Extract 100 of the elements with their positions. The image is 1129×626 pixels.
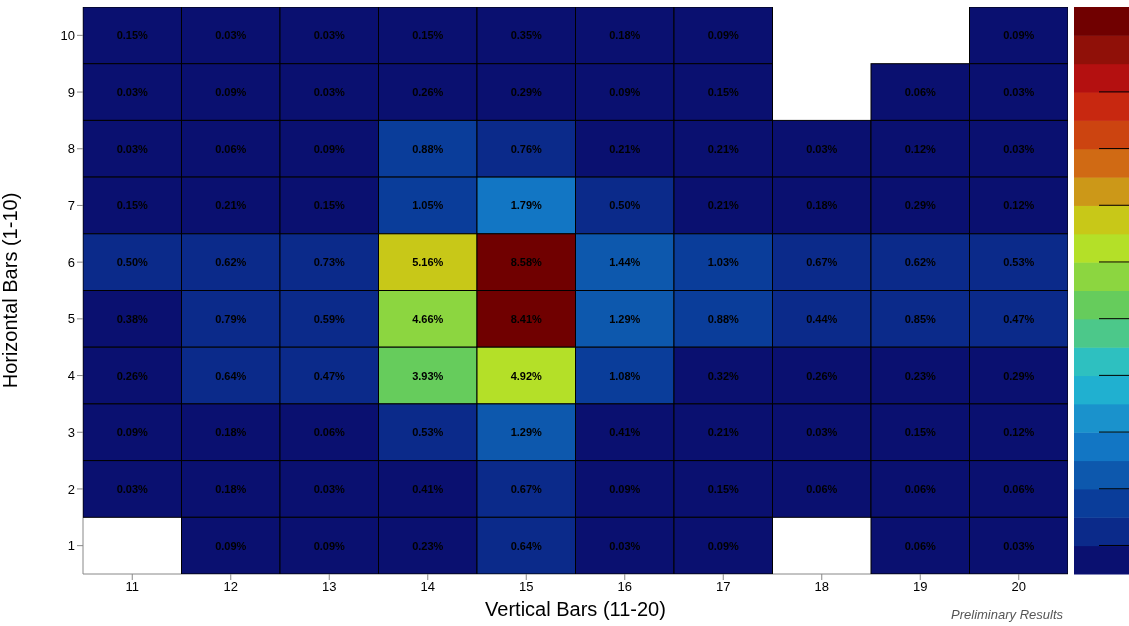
data-label: 0.62% xyxy=(904,256,937,269)
y-tick-label: 5 xyxy=(67,311,75,327)
x-tick-label: 17 xyxy=(716,579,731,595)
data-label: 0.03% xyxy=(609,539,641,552)
y-tick-label: 7 xyxy=(67,198,75,214)
data-label: 0.03% xyxy=(1003,86,1035,99)
data-label: 0.03% xyxy=(313,86,346,99)
data-label: 0.12% xyxy=(1003,199,1035,212)
data-label: 0.44% xyxy=(806,312,838,325)
data-label: 0.76% xyxy=(510,142,543,155)
data-label: 0.29% xyxy=(1003,369,1035,382)
data-label: 0.06% xyxy=(313,426,346,439)
data-label: 0.50% xyxy=(609,199,641,212)
data-label: 0.29% xyxy=(904,199,937,212)
data-label: 0.21% xyxy=(707,426,740,439)
data-label: 0.03% xyxy=(806,142,838,155)
data-label: 1.03% xyxy=(707,256,740,269)
data-label: 0.59% xyxy=(313,312,346,325)
y-tick-label: 4 xyxy=(67,368,75,384)
data-label: 0.03% xyxy=(1003,539,1035,552)
data-label: 0.21% xyxy=(215,199,247,212)
data-label: 0.53% xyxy=(412,426,444,439)
data-label: 0.03% xyxy=(215,29,247,42)
data-label: 0.09% xyxy=(609,482,641,495)
data-label: 3.93% xyxy=(412,369,444,382)
data-label: 0.88% xyxy=(412,142,444,155)
data-label: 0.03% xyxy=(116,86,149,99)
data-label: 0.15% xyxy=(412,29,444,42)
data-label: 0.15% xyxy=(707,86,740,99)
data-label: 0.18% xyxy=(215,426,247,439)
data-label: 0.64% xyxy=(215,369,247,382)
x-tick-label: 13 xyxy=(322,579,337,595)
data-label: 4.66% xyxy=(412,312,444,325)
data-label: 0.50% xyxy=(116,256,149,269)
y-tick-label: 10 xyxy=(60,27,75,43)
x-tick-label: 19 xyxy=(913,579,928,595)
text: Preliminary Results xyxy=(951,607,1063,622)
data-label: 0.12% xyxy=(1003,426,1035,439)
data-label: 0.03% xyxy=(1003,142,1035,155)
data-label: 0.06% xyxy=(904,482,937,495)
data-label: 0.09% xyxy=(707,539,740,552)
x-tick-label: 11 xyxy=(125,579,139,595)
data-label: 0.09% xyxy=(609,86,641,99)
data-label: 0.29% xyxy=(510,86,543,99)
data-label: 0.32% xyxy=(707,369,740,382)
data-label: 0.15% xyxy=(707,482,740,495)
data-label: 8.41% xyxy=(510,312,543,325)
data-label: 0.21% xyxy=(707,142,740,155)
data-label: 8.58% xyxy=(510,256,543,269)
data-label: 1.29% xyxy=(510,426,543,439)
x-axis-title: Vertical Bars (11-20) xyxy=(485,598,666,620)
data-label: 0.06% xyxy=(904,86,937,99)
data-label: 0.85% xyxy=(904,312,937,325)
data-label: 0.15% xyxy=(904,426,937,439)
data-label: 0.09% xyxy=(215,539,247,552)
data-label: 0.47% xyxy=(1003,312,1035,325)
data-label: 0.09% xyxy=(215,86,247,99)
data-label: 0.23% xyxy=(904,369,937,382)
data-label: 0.09% xyxy=(1003,29,1035,42)
data-label: 0.67% xyxy=(510,482,543,495)
data-label: 0.15% xyxy=(116,199,149,212)
y-tick-label: 2 xyxy=(67,481,75,497)
data-label: 0.88% xyxy=(707,312,740,325)
x-tick-label: 18 xyxy=(814,579,829,595)
data-label: 1.08% xyxy=(609,369,641,382)
data-label: 0.18% xyxy=(609,29,641,42)
y-tick-label: 6 xyxy=(67,254,75,270)
data-label: 0.62% xyxy=(215,256,247,269)
y-tick-label: 1 xyxy=(67,538,75,554)
data-label: 0.18% xyxy=(215,482,247,495)
data-label: 0.12% xyxy=(904,142,937,155)
data-label: 0.03% xyxy=(116,482,149,495)
data-label: 0.06% xyxy=(215,142,247,155)
y-axis-title: Horizontal Bars (1-10) xyxy=(0,192,22,389)
y-tick-label: 9 xyxy=(67,84,75,100)
y-tick-label: 3 xyxy=(67,424,75,440)
data-label: 0.06% xyxy=(1003,482,1035,495)
data-label: 1.29% xyxy=(609,312,641,325)
x-tick-label: 14 xyxy=(420,579,435,595)
data-label: 0.18% xyxy=(806,199,838,212)
data-label: 1.44% xyxy=(609,256,641,269)
y-tick-label: 8 xyxy=(67,141,75,157)
x-tick-label: 12 xyxy=(223,579,238,595)
data-label: 0.09% xyxy=(116,426,149,439)
data-label: 4.92% xyxy=(510,369,543,382)
data-label: 0.41% xyxy=(609,426,641,439)
x-tick-label: 20 xyxy=(1011,579,1026,595)
data-label: 0.79% xyxy=(215,312,247,325)
data-label: 0.03% xyxy=(116,142,149,155)
x-tick-label: 16 xyxy=(617,579,632,595)
data-label: 0.06% xyxy=(806,482,838,495)
data-label: 0.26% xyxy=(412,86,444,99)
data-label: 0.21% xyxy=(707,199,740,212)
data-label: 0.73% xyxy=(313,256,346,269)
x-tick-label: 15 xyxy=(519,579,534,595)
data-label: 0.09% xyxy=(313,142,346,155)
data-label: 0.06% xyxy=(904,539,937,552)
data-label: 0.03% xyxy=(806,426,838,439)
data-label: 1.05% xyxy=(412,199,444,212)
data-label: 0.35% xyxy=(510,29,543,42)
